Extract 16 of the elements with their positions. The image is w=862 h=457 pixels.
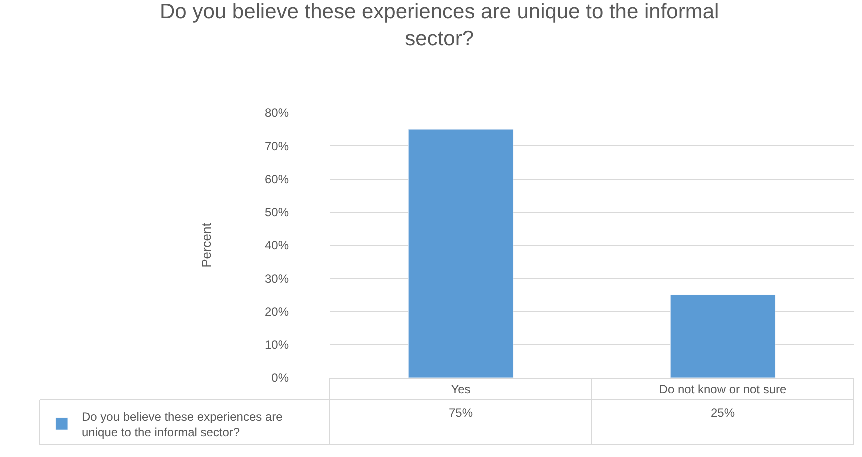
data-label: 25% [711, 406, 736, 420]
y-tick-label: 70% [264, 139, 290, 154]
chart-title: Do you believe these experiences are unique to the informal sector? [160, 0, 720, 51]
y-tick-label: 0% [272, 371, 290, 386]
legend-label: Do you believe these experiences are unique to the informal sector? [82, 410, 284, 440]
y-axis-title: Percent [198, 222, 214, 268]
y-tick-label: 50% [264, 206, 290, 220]
y-tick-label: 40% [264, 238, 290, 253]
y-tick-label: 80% [264, 106, 290, 120]
x-tick-label: Do not know or not sure [659, 382, 788, 396]
data-label: 75% [449, 406, 474, 420]
y-tick-label: 30% [264, 272, 290, 286]
y-tick-label: 20% [264, 304, 290, 319]
y-tick-label: 10% [264, 338, 290, 352]
x-tick-label: Yes [451, 382, 471, 396]
y-tick-label: 60% [264, 172, 290, 186]
